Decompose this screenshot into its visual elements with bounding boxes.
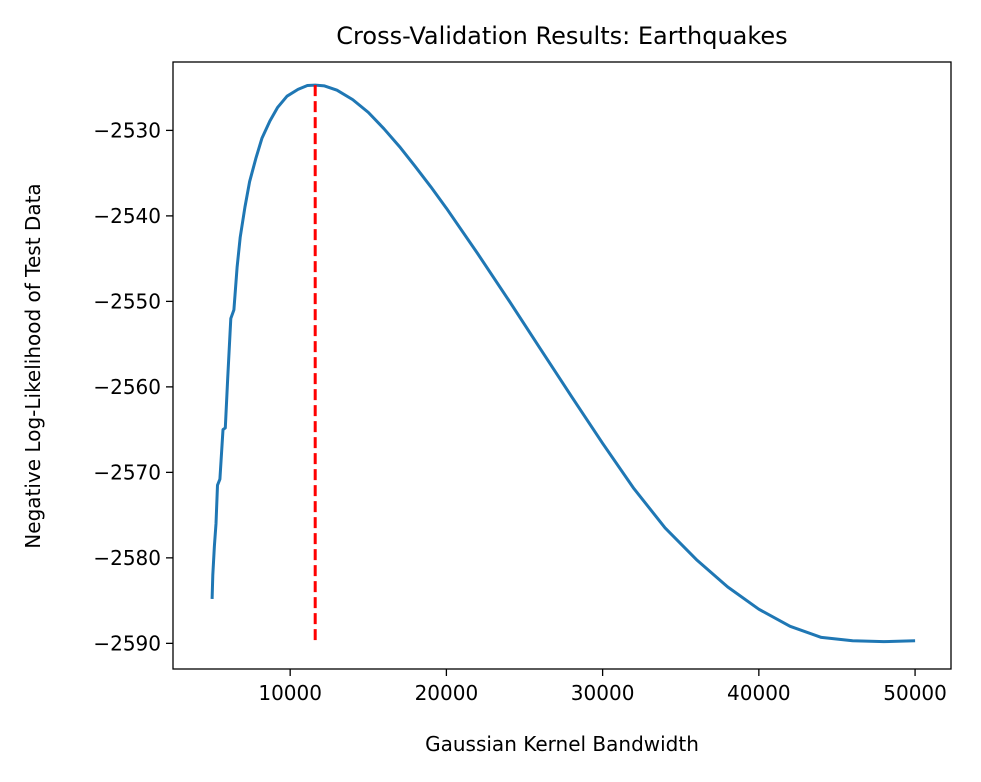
y-tick-label: −2560 [93, 375, 161, 399]
plot-frame [172, 61, 952, 670]
y-axis-label: Negative Log-Likelihood of Test Data [21, 183, 45, 548]
chart-title: Cross-Validation Results: Earthquakes [336, 22, 787, 50]
x-tick-label: 30000 [571, 681, 635, 705]
y-tick-label: −2550 [93, 289, 161, 313]
x-tick-label: 20000 [415, 681, 479, 705]
plot-area [173, 62, 951, 669]
y-tick-label: −2530 [93, 118, 161, 142]
y-tick-label: −2590 [93, 631, 161, 655]
y-tick-label: −2570 [93, 460, 161, 484]
x-axis-ticks: 10000 20000 30000 40000 50000 [258, 669, 947, 705]
x-axis-label: Gaussian Kernel Bandwidth [425, 732, 699, 756]
series-layer [210, 83, 916, 644]
y-tick-label: −2580 [93, 546, 161, 570]
y-axis-ticks: −2530 −2540 −2550 −2560 −2570 −2580 −2590 [93, 118, 173, 655]
x-tick-label: 50000 [883, 681, 947, 705]
x-tick-label: 40000 [727, 681, 791, 705]
y-tick-label: −2540 [93, 204, 161, 228]
x-tick-label: 10000 [258, 681, 322, 705]
cv-curve-line [210, 83, 916, 644]
